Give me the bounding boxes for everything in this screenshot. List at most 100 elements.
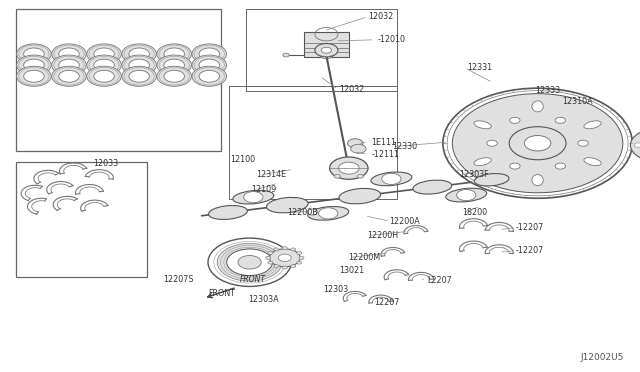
Circle shape xyxy=(452,94,623,193)
Circle shape xyxy=(192,44,227,64)
Circle shape xyxy=(555,117,566,124)
Circle shape xyxy=(124,67,154,85)
Circle shape xyxy=(291,265,296,268)
Circle shape xyxy=(227,249,273,276)
Text: 12032: 12032 xyxy=(368,12,393,21)
Circle shape xyxy=(54,45,84,63)
Text: 12200A: 12200A xyxy=(389,217,420,226)
Circle shape xyxy=(319,208,338,219)
Circle shape xyxy=(89,56,119,74)
Circle shape xyxy=(268,251,273,254)
Ellipse shape xyxy=(233,190,274,204)
Circle shape xyxy=(194,45,225,63)
Bar xyxy=(229,86,397,199)
Circle shape xyxy=(457,189,476,201)
Circle shape xyxy=(19,67,49,85)
Circle shape xyxy=(24,70,44,82)
Circle shape xyxy=(192,55,227,75)
Circle shape xyxy=(282,247,287,250)
Circle shape xyxy=(157,44,191,64)
Text: 12331: 12331 xyxy=(467,63,492,72)
Circle shape xyxy=(87,44,122,64)
Circle shape xyxy=(194,56,225,74)
Text: FRONT: FRONT xyxy=(209,289,236,298)
Circle shape xyxy=(217,243,282,281)
Circle shape xyxy=(87,66,122,86)
Circle shape xyxy=(129,48,149,60)
Bar xyxy=(16,9,221,151)
Circle shape xyxy=(320,51,333,59)
Circle shape xyxy=(19,45,49,63)
Circle shape xyxy=(447,91,628,196)
Text: 12314E: 12314E xyxy=(256,170,286,179)
Text: 12207S: 12207S xyxy=(163,275,194,284)
Circle shape xyxy=(19,56,49,74)
Circle shape xyxy=(330,157,368,179)
Ellipse shape xyxy=(474,158,492,166)
Text: 13021: 13021 xyxy=(339,266,364,275)
Ellipse shape xyxy=(308,206,349,220)
Circle shape xyxy=(339,162,359,174)
Circle shape xyxy=(266,256,271,259)
Ellipse shape xyxy=(413,180,452,194)
Text: 12310A: 12310A xyxy=(562,97,593,106)
Text: 12109: 12109 xyxy=(251,185,276,194)
Circle shape xyxy=(382,173,401,185)
Circle shape xyxy=(157,55,191,75)
Text: 12200H: 12200H xyxy=(367,231,399,240)
Circle shape xyxy=(524,135,551,151)
Circle shape xyxy=(192,66,227,86)
Circle shape xyxy=(52,55,86,75)
Circle shape xyxy=(52,44,86,64)
Ellipse shape xyxy=(584,158,601,166)
Circle shape xyxy=(315,44,338,57)
Circle shape xyxy=(94,48,115,60)
Circle shape xyxy=(509,127,566,160)
Circle shape xyxy=(487,140,497,146)
Text: 12032: 12032 xyxy=(339,85,364,94)
Circle shape xyxy=(157,66,191,86)
Circle shape xyxy=(54,56,84,74)
Circle shape xyxy=(164,70,184,82)
Text: 12200M: 12200M xyxy=(348,253,380,262)
Circle shape xyxy=(297,261,302,264)
Circle shape xyxy=(87,55,122,75)
Circle shape xyxy=(59,70,79,82)
Circle shape xyxy=(268,261,273,264)
Circle shape xyxy=(509,117,520,124)
Circle shape xyxy=(124,45,154,63)
Circle shape xyxy=(159,67,189,85)
Circle shape xyxy=(17,66,51,86)
Circle shape xyxy=(52,66,86,86)
Text: 12303F: 12303F xyxy=(460,170,489,179)
Ellipse shape xyxy=(532,101,543,112)
Circle shape xyxy=(283,53,289,57)
Ellipse shape xyxy=(266,198,308,213)
Circle shape xyxy=(348,139,363,148)
Circle shape xyxy=(307,209,317,215)
Ellipse shape xyxy=(474,121,492,129)
Circle shape xyxy=(274,265,279,268)
Text: -12010: -12010 xyxy=(378,35,406,44)
Circle shape xyxy=(122,66,156,86)
Text: 12033: 12033 xyxy=(93,159,118,168)
Circle shape xyxy=(630,128,640,162)
Bar xyxy=(304,32,349,57)
Circle shape xyxy=(351,144,366,153)
Text: 18200: 18200 xyxy=(462,208,487,217)
Text: 12100: 12100 xyxy=(230,155,255,164)
Circle shape xyxy=(122,55,156,75)
Ellipse shape xyxy=(446,188,487,202)
Circle shape xyxy=(94,70,115,82)
Circle shape xyxy=(291,248,296,251)
Text: FRONT: FRONT xyxy=(240,275,266,284)
Text: 12303: 12303 xyxy=(323,285,348,294)
Text: -12111: -12111 xyxy=(371,150,399,159)
Circle shape xyxy=(208,238,291,286)
Circle shape xyxy=(509,163,520,169)
Text: 12333: 12333 xyxy=(535,86,560,95)
Text: -12207: -12207 xyxy=(516,223,544,232)
Circle shape xyxy=(299,256,304,259)
Circle shape xyxy=(634,143,640,147)
Text: 12200B: 12200B xyxy=(287,208,317,217)
